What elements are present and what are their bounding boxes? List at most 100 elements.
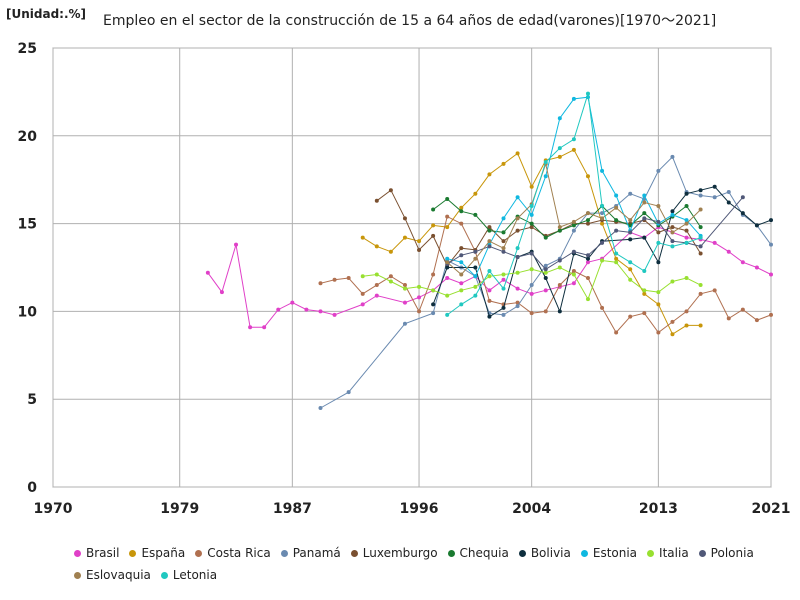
data-point xyxy=(529,291,534,296)
legend-label: Panamá xyxy=(292,546,341,560)
data-point xyxy=(459,253,464,258)
data-point xyxy=(656,330,661,335)
data-point xyxy=(543,263,548,268)
legend-label: Polonia xyxy=(710,546,754,560)
legend-item: Costa Rica xyxy=(195,542,271,564)
data-point xyxy=(501,216,506,221)
data-point xyxy=(571,147,576,152)
legend-label: España xyxy=(141,546,186,560)
data-point xyxy=(698,251,703,256)
data-point xyxy=(431,302,436,307)
data-point xyxy=(487,269,492,274)
data-point xyxy=(726,249,731,254)
data-point xyxy=(642,288,647,293)
axis-ticks: 0 5 10 15 20 25 1970 1979 1987 1996 2004 2013 2021 xyxy=(18,41,791,517)
data-point xyxy=(769,312,773,317)
data-point xyxy=(262,325,267,330)
data-point xyxy=(543,276,548,281)
data-point xyxy=(698,193,703,198)
data-point xyxy=(557,265,562,270)
data-point xyxy=(571,137,576,142)
data-point xyxy=(515,228,520,233)
data-point xyxy=(529,251,534,256)
data-point xyxy=(276,307,281,312)
data-point xyxy=(712,195,717,200)
legend-marker xyxy=(160,571,168,579)
data-point xyxy=(374,293,379,298)
data-point xyxy=(571,272,576,277)
data-point xyxy=(769,272,773,277)
data-point xyxy=(684,323,689,328)
data-point xyxy=(501,230,506,235)
legend-item: Panamá xyxy=(280,542,341,564)
data-point xyxy=(515,246,520,251)
data-point xyxy=(487,172,492,177)
data-point xyxy=(318,281,323,286)
data-point xyxy=(445,293,450,298)
data-point xyxy=(360,235,365,240)
data-point xyxy=(417,295,422,300)
data-point xyxy=(769,242,773,247)
data-point xyxy=(726,316,731,321)
data-point xyxy=(585,276,590,281)
legend-marker xyxy=(129,549,137,557)
data-point xyxy=(318,405,323,410)
data-point xyxy=(431,311,436,316)
x-tick-label: 1970 xyxy=(34,501,73,517)
legend-item: Brasil xyxy=(74,542,119,564)
data-point xyxy=(529,225,534,230)
data-point xyxy=(459,302,464,307)
x-tick-label: 2021 xyxy=(752,501,791,517)
data-point xyxy=(698,283,703,288)
grid xyxy=(52,47,772,488)
data-point xyxy=(571,96,576,101)
series-line xyxy=(207,226,772,328)
legend-item: Luxemburgo xyxy=(350,542,438,564)
data-point xyxy=(473,191,478,196)
data-point xyxy=(600,211,605,216)
data-point xyxy=(656,260,661,265)
data-point xyxy=(614,330,619,335)
data-point xyxy=(304,307,309,312)
data-point xyxy=(628,277,633,282)
data-point xyxy=(445,260,450,265)
legend-marker xyxy=(74,549,81,557)
data-point xyxy=(515,195,520,200)
data-point xyxy=(529,221,534,226)
data-point xyxy=(585,221,590,226)
legend-label: Brasil xyxy=(86,546,120,560)
y-tick-label: 25 xyxy=(18,41,37,57)
data-point xyxy=(614,205,619,210)
data-point xyxy=(473,284,478,289)
series-españa xyxy=(360,147,703,337)
legend-item: España xyxy=(129,542,185,564)
data-point xyxy=(487,228,492,233)
y-tick-label: 20 xyxy=(18,129,38,145)
data-point xyxy=(614,228,619,233)
data-point xyxy=(515,254,520,259)
data-point xyxy=(712,184,717,189)
data-point xyxy=(628,237,633,242)
data-point xyxy=(445,214,450,219)
legend-label: Letonia xyxy=(172,568,218,582)
data-point xyxy=(557,228,562,233)
data-point xyxy=(431,223,436,228)
data-point xyxy=(614,260,619,265)
data-point xyxy=(543,160,548,165)
series-italia xyxy=(360,258,703,302)
series-polonia xyxy=(445,195,745,272)
legend-item: Eslovaquia xyxy=(74,564,151,586)
data-point xyxy=(501,272,506,277)
data-point xyxy=(585,256,590,261)
x-tick-label: 1996 xyxy=(400,501,439,517)
data-point xyxy=(698,207,703,212)
data-point xyxy=(600,216,605,221)
series-lines xyxy=(205,91,773,410)
data-point xyxy=(529,267,534,272)
line-chart: 0 5 10 15 20 25 1970 1979 1987 1996 2004 2013 2021 xyxy=(18,41,791,517)
data-point xyxy=(628,218,633,223)
unit-label: [Unidad:.%] xyxy=(6,7,87,21)
data-point xyxy=(543,270,548,275)
data-point xyxy=(501,305,506,310)
data-point xyxy=(332,312,337,317)
